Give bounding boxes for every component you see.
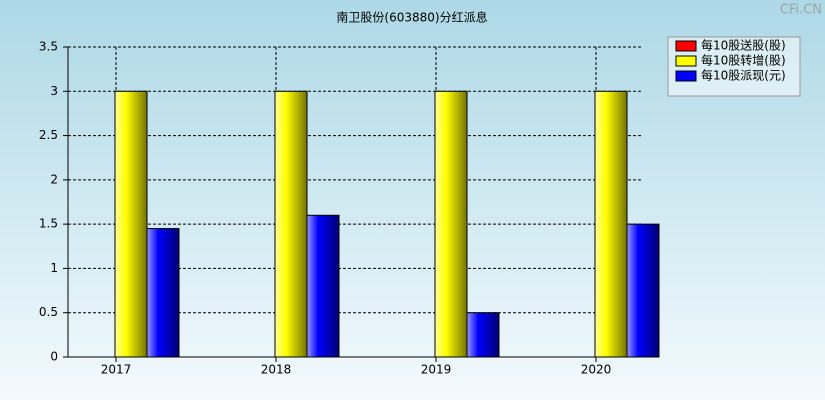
bar — [146, 228, 180, 358]
y-tick-label: 2 — [50, 172, 58, 186]
y-tick-label: 3 — [50, 84, 58, 98]
watermark: CFi.CN — [780, 3, 822, 18]
legend-swatch — [675, 70, 697, 82]
legend-label: 每10股转增(股) — [701, 53, 786, 68]
bar — [114, 90, 148, 358]
y-tick-label: 0 — [50, 350, 58, 364]
x-tick-label: 2019 — [421, 363, 452, 377]
y-tick-label: 0.5 — [39, 305, 58, 319]
bar — [434, 90, 468, 358]
bar — [274, 90, 308, 358]
bar — [306, 214, 340, 358]
y-tick-label: 1 — [50, 261, 58, 275]
legend-swatch — [675, 40, 697, 52]
y-tick-label: 2.5 — [39, 128, 58, 142]
bar — [594, 90, 628, 358]
x-tick-label: 2020 — [581, 363, 612, 377]
legend-label: 每10股派现(元) — [701, 68, 786, 83]
x-tick-label: 2017 — [101, 363, 132, 377]
bar — [466, 312, 500, 358]
chart-title: 南卫股份(603880)分红派息 — [336, 10, 487, 25]
y-tick-label: 1.5 — [39, 217, 58, 231]
legend-label: 每10股送股(股) — [701, 38, 786, 53]
legend-swatch — [675, 55, 697, 67]
y-tick-label: 3.5 — [39, 40, 58, 54]
bar — [626, 223, 660, 358]
x-tick-label: 2018 — [261, 363, 292, 377]
